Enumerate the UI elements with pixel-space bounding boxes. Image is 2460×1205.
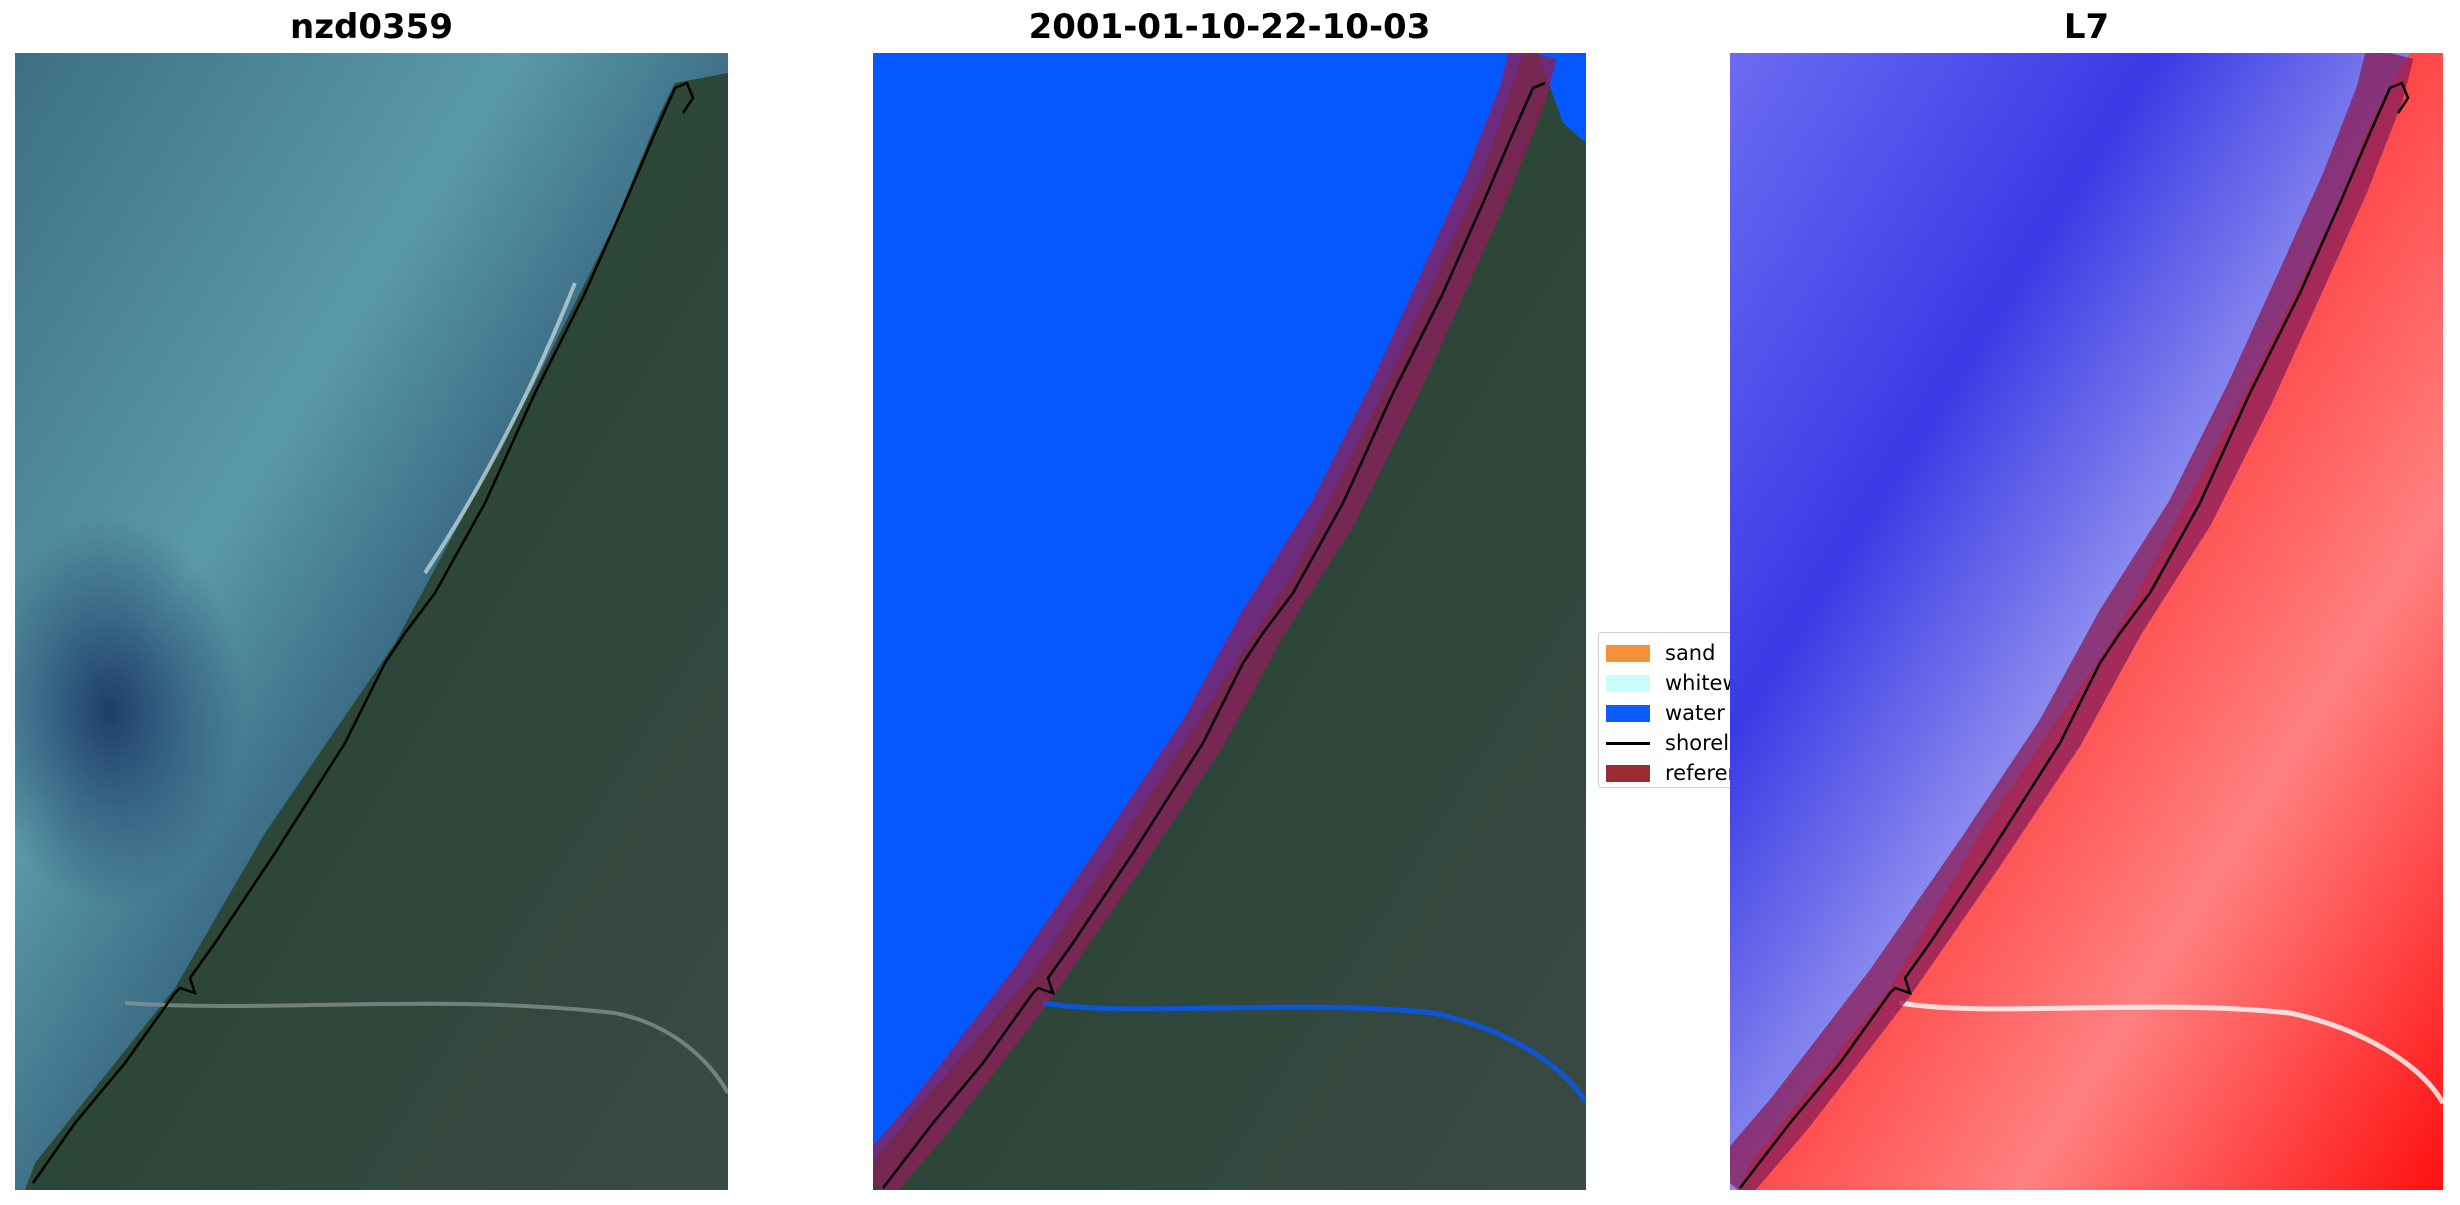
legend-item-sand: sand [1599,638,1730,668]
legend-label: shoreline [1665,731,1730,755]
shoreline-line [1739,81,2410,1189]
legend-item-shoreline: shoreline [1599,728,1730,758]
shoreline-line [882,81,1546,1189]
index-image [1730,53,2443,1190]
rgb-image [15,53,728,1190]
rgb-image-panel [15,53,728,1190]
legend-label: sand [1665,641,1716,665]
legend-item-reference-buffer: reference shoreline buffer [1599,758,1730,787]
reference-buffer [873,53,1557,1190]
reference-buffer [1730,53,2414,1190]
classified-image-panel [873,53,1586,1190]
sand-swatch [1606,644,1650,662]
legend-label: water [1665,701,1725,725]
panel-title-classified: 2001-01-10-22-10-03 [1028,7,1431,47]
panel-title-index: L7 [2063,7,2110,47]
classified-image [873,53,1586,1190]
water-swatch [1606,704,1650,722]
whitewater-swatch [1606,674,1650,692]
water-class-region [873,53,1523,1163]
legend-item-water: water [1599,698,1730,728]
reference-buffer-swatch [1606,764,1650,782]
shoreline-line [31,81,695,1184]
shoreline-swatch [1606,741,1650,745]
legend-label: reference shoreline buffer [1665,761,1730,785]
panel-title-rgb: nzd0359 [290,7,453,47]
index-image-panel [1730,53,2443,1190]
